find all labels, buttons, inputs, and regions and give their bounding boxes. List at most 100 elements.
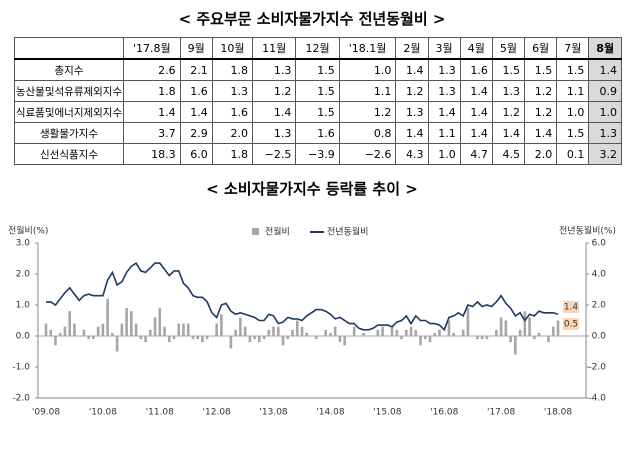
bar: [438, 329, 441, 336]
bar: [49, 329, 53, 336]
cell: 3.2: [588, 143, 622, 165]
cell: 1.0: [427, 143, 461, 165]
bar: [125, 308, 128, 336]
bar: [148, 329, 152, 336]
bar: [514, 336, 517, 355]
bar: [423, 336, 427, 340]
y-axis-label: 전월비(%): [8, 225, 48, 237]
y2-axis-label: 전년동월비(%): [559, 225, 616, 237]
bar: [390, 326, 394, 336]
bar: [210, 336, 214, 337]
bar: [163, 326, 166, 336]
bar: [324, 329, 328, 336]
header-cell: 10월: [211, 37, 254, 60]
bar: [201, 336, 204, 343]
bar: [253, 336, 256, 340]
bar: [172, 336, 176, 340]
bar: [480, 336, 484, 340]
header-cell: 4월: [459, 37, 493, 60]
cell: 1.5: [556, 122, 590, 144]
cell: 1.4: [588, 58, 622, 81]
row-name: 총지수: [14, 58, 124, 81]
bar: [329, 332, 332, 336]
bar: [134, 323, 138, 336]
y-tick-label: -1.0: [12, 363, 30, 373]
bar: [457, 336, 460, 337]
cell: 1.6: [179, 80, 213, 102]
bar: [556, 320, 560, 336]
cell: 0.9: [588, 80, 622, 102]
cell: 1.1: [338, 80, 397, 102]
corner-cell: [14, 37, 124, 60]
header-cell: '18.1월: [338, 37, 397, 60]
header-cell: 2월: [395, 37, 429, 60]
bar: [229, 336, 233, 349]
bar: [196, 336, 200, 340]
header-cell: 12월: [295, 37, 340, 60]
legend-swatch: [252, 228, 259, 235]
bar: [106, 298, 109, 336]
cell: 1.2: [395, 80, 429, 102]
bar: [476, 336, 479, 340]
header-row: '17.8월 9월 10월 11월 12월 '18.1월 2월 3월 4월 5월 6월 7월 8월: [14, 37, 622, 60]
cell: 1.8: [211, 143, 254, 165]
legend-label: 전년동월비: [327, 226, 368, 238]
cell: 1.5: [295, 58, 340, 81]
cell: 1.8: [123, 80, 181, 102]
cell: 4.7: [459, 143, 493, 165]
bar: [167, 336, 171, 343]
bar: [182, 323, 185, 336]
table-row: 농산물및석유류제외지수 1.8 1.6 1.3 1.2 1.5 1.1 1.2 1.3 1.4 1.…: [14, 80, 622, 102]
x-tick-label: '12.08: [203, 408, 232, 418]
bar: [158, 308, 162, 336]
x-tick-label: '11.08: [146, 408, 175, 418]
bar: [205, 336, 209, 340]
y2-tick-label: -4.0: [588, 394, 606, 404]
bar: [276, 326, 280, 336]
annotation-box: [563, 301, 579, 313]
bar: [63, 326, 67, 336]
bar: [518, 329, 522, 336]
header-cell: 8월: [588, 37, 622, 60]
bar: [68, 311, 72, 336]
table-row: 생활물가지수 3.7 2.9 2.0 1.3 1.6 0.8 1.4 1.1 1.4 1.4 1.4 1…: [14, 122, 622, 144]
cell: 1.0: [588, 101, 622, 123]
bar: [509, 336, 512, 343]
bar: [115, 336, 119, 352]
bar: [291, 329, 294, 336]
y-tick-label: 1.0: [16, 301, 31, 311]
bar: [376, 329, 380, 336]
cell: 1.1: [427, 122, 461, 144]
x-tick-label: '09.08: [32, 408, 61, 418]
cell: −2.6: [338, 143, 397, 165]
bar: [466, 308, 470, 336]
bar: [319, 336, 323, 337]
bar: [547, 336, 550, 343]
bar: [338, 336, 342, 343]
cell: 1.3: [588, 122, 622, 144]
y2-tick-label: 4.0: [592, 270, 607, 280]
bar: [381, 326, 384, 336]
bar: [386, 336, 389, 337]
row-name: 생활물가지수: [14, 122, 124, 144]
bar: [139, 336, 143, 340]
bar: [352, 326, 356, 336]
bar: [404, 329, 408, 336]
bar: [220, 314, 223, 336]
bar: [485, 336, 489, 340]
x-tick-label: '17.08: [487, 408, 516, 418]
cell: −3.9: [295, 143, 340, 165]
bar: [300, 326, 304, 336]
bar: [314, 336, 318, 340]
bar: [295, 320, 299, 336]
bar: [504, 320, 508, 336]
cell: 1.2: [491, 101, 526, 123]
bar: [177, 323, 181, 336]
bar: [442, 336, 446, 337]
bar: [409, 326, 413, 336]
bar: [82, 329, 86, 336]
bar: [111, 332, 114, 336]
bar: [461, 329, 465, 336]
bar: [495, 329, 498, 336]
cell: 4.3: [395, 143, 429, 165]
